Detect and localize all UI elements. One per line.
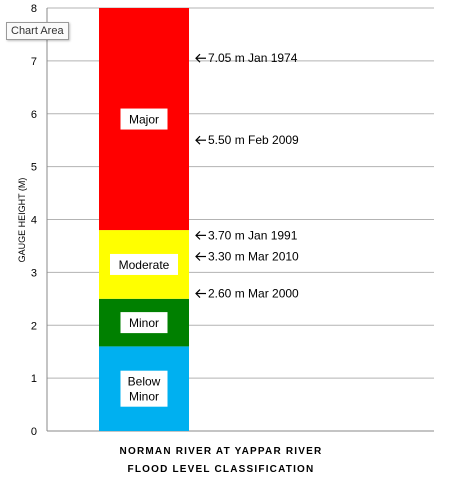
bar-label-box bbox=[120, 108, 168, 130]
y-tick-label: 1 bbox=[31, 373, 37, 385]
y-tick-label: 7 bbox=[31, 56, 37, 68]
annotation: 3.30 m Mar 2010 bbox=[195, 250, 299, 264]
annotation-label: 5.50 m Feb 2009 bbox=[208, 133, 299, 147]
y-tick-label: 6 bbox=[31, 109, 37, 121]
bar-label-box bbox=[110, 253, 178, 275]
bar-label-box bbox=[120, 370, 168, 407]
chart-title-line-2: FLOOD LEVEL CLASSIFICATION bbox=[128, 464, 315, 475]
chart-area-tooltip: Chart Area bbox=[6, 22, 69, 40]
left-arrow-head bbox=[195, 289, 201, 298]
left-arrow-head bbox=[195, 252, 201, 261]
bar-label-text: Major bbox=[129, 113, 159, 127]
chart-title-line-1: NORMAN RIVER AT YAPPAR RIVER bbox=[120, 446, 323, 457]
left-arrow-head bbox=[195, 135, 201, 145]
bar-label-box bbox=[120, 312, 168, 334]
annotation-label: 3.30 m Mar 2010 bbox=[208, 250, 299, 264]
bar-label-text: Moderate bbox=[119, 258, 170, 272]
y-tick-label: 8 bbox=[31, 3, 37, 15]
y-axis-label: GAUGE HEIGHT (M) bbox=[17, 178, 27, 263]
bar-label-text: Below bbox=[128, 375, 161, 389]
bar-label-moderate: Moderate bbox=[110, 253, 178, 275]
y-tick-label: 2 bbox=[31, 320, 37, 332]
bar-label-text: Minor bbox=[129, 390, 159, 404]
y-axis-ticks: 0 1 2 3 4 5 6 7 8 bbox=[31, 3, 37, 438]
y-tick-label: 5 bbox=[31, 162, 37, 174]
bar-label-major: Major bbox=[120, 108, 168, 130]
left-arrow-head bbox=[195, 230, 201, 240]
bar-label-text: Minor bbox=[129, 316, 159, 330]
y-tick-label: 0 bbox=[31, 426, 37, 438]
annotation: 2.60 m Mar 2000 bbox=[195, 287, 299, 301]
y-tick-label: 4 bbox=[31, 215, 37, 227]
annotation: 7.05 m Jan 1974 bbox=[195, 51, 298, 65]
annotation-label: 2.60 m Mar 2000 bbox=[208, 287, 299, 301]
y-tick-label: 3 bbox=[31, 267, 37, 279]
left-arrow-head bbox=[195, 53, 201, 63]
bar-label-minor: Minor bbox=[120, 312, 168, 334]
annotation-label: 3.70 m Jan 1991 bbox=[208, 228, 298, 242]
annotation: 3.70 m Jan 1991 bbox=[195, 228, 298, 242]
annotation-label: 7.05 m Jan 1974 bbox=[208, 51, 298, 65]
annotations: 7.05 m Jan 1974 5.50 m Feb 2009 3.70 m Jan… bbox=[195, 51, 299, 301]
annotation: 5.50 m Feb 2009 bbox=[195, 133, 299, 147]
